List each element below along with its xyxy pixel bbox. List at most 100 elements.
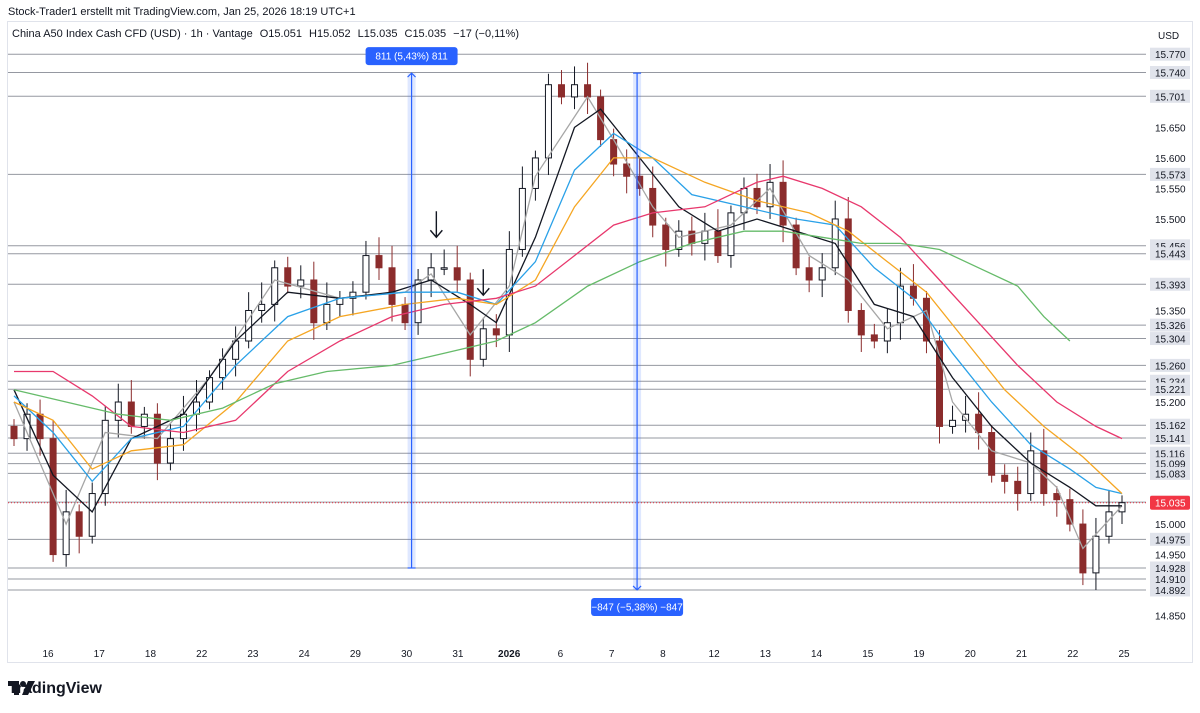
price-tick-label: 15.350 [1155,306,1186,317]
level-label: 15.304 [1155,335,1186,346]
level-label-bg [1150,446,1190,460]
time-tick-label: 18 [145,649,157,660]
measure-label-bg [591,597,684,616]
candle-body [492,328,500,336]
sma_fast-line [13,95,1123,550]
candle-body [1092,535,1100,574]
candle-body [662,224,670,250]
symbol-title[interactable]: China A50 Index Cash CFD (USD) · 1h · Va… [12,28,253,40]
price-tick-label: 15.200 [1155,398,1186,409]
time-tick-label: 2026 [498,649,521,660]
level-label: 15.221 [1155,385,1186,396]
candle-body [701,230,709,244]
time-tick-label: 30 [401,649,413,660]
level-label-bg [1150,572,1190,586]
level-label: 15.141 [1155,434,1186,445]
candle-body [310,279,318,324]
candle-body [688,230,696,244]
measure-label: 811 (5,43%) 811 [375,52,448,63]
candle-body [284,267,292,287]
candle-body [1105,511,1113,537]
candle-body [675,230,683,250]
level-label-bg [1150,318,1190,332]
time-tick-label: 13 [760,649,772,660]
level-label-bg [1150,66,1190,80]
time-tick-label: 22 [1067,649,1079,660]
time-tick-label: 6 [558,649,564,660]
price-tick-label: 15.600 [1155,154,1186,165]
sma_black-line [13,108,1122,513]
down-arrow-annotation [429,211,443,239]
candle-body [1014,480,1022,495]
candle-body [166,438,174,464]
candle-body [388,267,396,305]
candle-body [1027,450,1035,495]
candle-body [49,438,57,556]
ohlc-high: H15.052 [309,28,351,40]
tradingview-logo[interactable]: TradingView [8,680,102,698]
measure-arrowhead [632,585,642,591]
level-label: 14.910 [1155,575,1186,586]
level-label-bg [1150,466,1190,480]
time-tick-label: 7 [609,649,615,660]
time-tick-label: 25 [1118,649,1130,660]
level-label-bg [1150,382,1190,396]
ema_orange-line [13,157,1123,495]
time-tick-label: 19 [913,649,925,660]
candle-body [805,267,813,281]
candle-body [1053,493,1061,501]
level-label: 14.975 [1155,535,1186,546]
level-label-bg [1150,583,1190,597]
ohlc-change: −17 (−0,11%) [453,28,519,40]
level-label: 14.892 [1155,586,1186,597]
down-arrow-annotation [476,269,490,297]
candle-body [114,401,122,421]
level-label-bg [1150,431,1190,445]
level-label: 15.326 [1155,321,1186,332]
candle-body [375,255,383,269]
time-tick-label: 20 [965,649,977,660]
time-tick-label: 14 [811,649,823,660]
ohlc-open: O15.051 [259,28,302,40]
level-label-bg [1150,247,1190,261]
candle-body [75,511,83,537]
measure-label: −847 (−5,38%) −847 [591,602,683,613]
level-label-bg [1150,457,1190,471]
time-tick-label: 15 [862,649,874,660]
candle-body [584,84,592,98]
candle-body [127,401,135,427]
candle-body [883,322,891,342]
time-tick-label: 31 [452,649,464,660]
time-tick-label: 29 [350,649,362,660]
level-label-bg [1150,167,1190,181]
candle-body [297,279,305,287]
time-tick-label: 22 [196,649,208,660]
candle-body [271,267,279,305]
level-label: 15.162 [1155,421,1186,432]
price-tick-label: 14.850 [1155,612,1186,623]
level-label: 14.928 [1155,564,1186,575]
candle-body [88,493,96,537]
level-label-bg [1150,532,1190,546]
price-tick-label: 15.550 [1155,184,1186,195]
candle-body [62,511,70,556]
candle-body [818,267,826,281]
candle-body [414,279,422,324]
candle-body [10,425,18,440]
candle-body [936,340,944,427]
candle-body [571,84,579,98]
candle-body [557,84,565,98]
level-label: 15.083 [1155,469,1186,480]
level-label-bg [1150,89,1190,103]
ohlc-low: L15.035 [357,28,398,40]
time-tick-label: 12 [709,649,721,660]
level-label: 15.443 [1155,250,1186,261]
candle-body [975,413,983,434]
currency-label[interactable]: USD [1158,31,1180,42]
tradingview-logo-icon [8,681,35,695]
level-label-bg [1150,358,1190,372]
candle-body [323,303,331,324]
candle-body [988,432,996,476]
chart-frame [7,21,1193,663]
